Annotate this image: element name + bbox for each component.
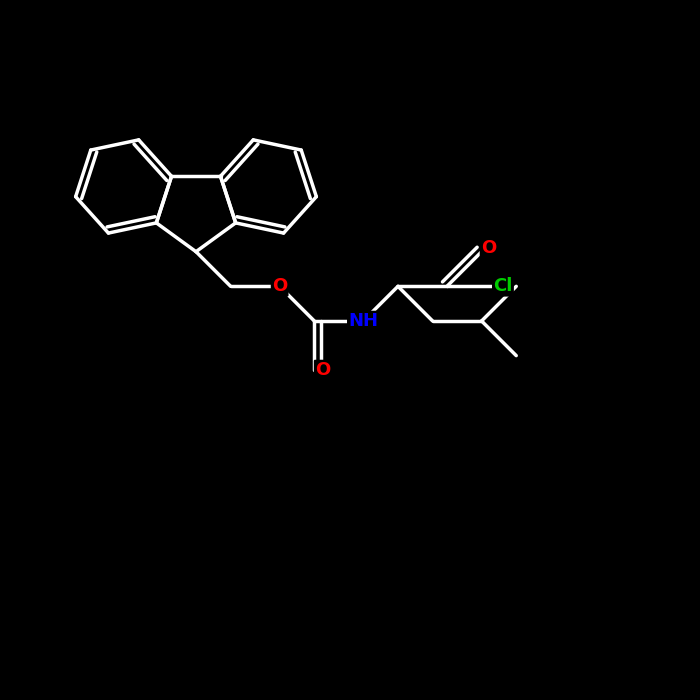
Text: Cl: Cl <box>494 277 512 295</box>
Text: O: O <box>481 239 496 257</box>
Text: O: O <box>272 277 287 295</box>
Text: O: O <box>315 361 330 379</box>
Text: NH: NH <box>349 312 378 330</box>
